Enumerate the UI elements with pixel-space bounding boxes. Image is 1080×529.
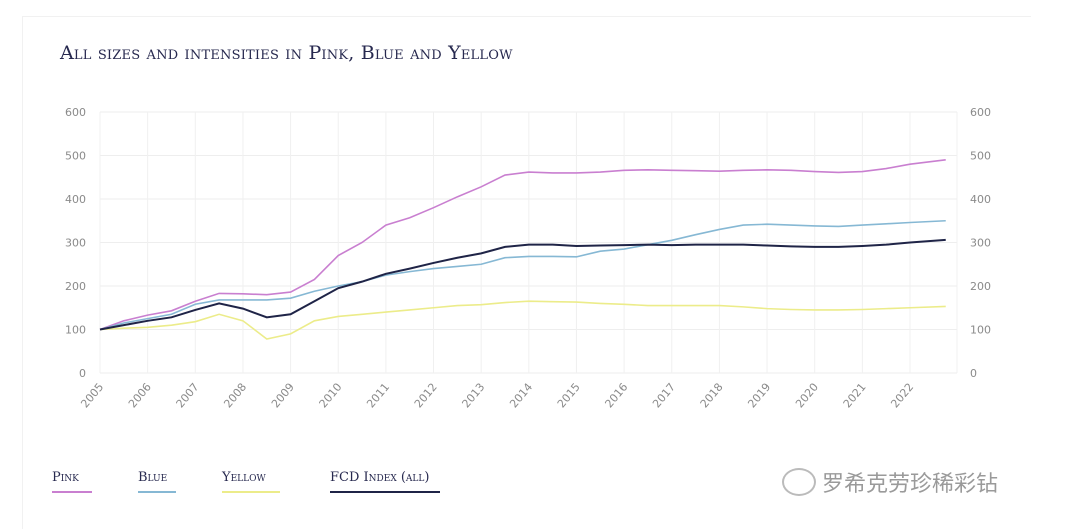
y-tick-right: 600 bbox=[970, 106, 991, 119]
chart-title: All sizes and intensities in Pink, Blue … bbox=[60, 42, 513, 64]
x-tick: 2022 bbox=[888, 381, 916, 411]
series-line-blue bbox=[99, 219, 946, 331]
y-tick-left: 200 bbox=[65, 280, 86, 293]
x-tick: 2007 bbox=[174, 381, 202, 411]
series-line-yellow bbox=[99, 300, 946, 340]
x-tick: 2010 bbox=[317, 381, 345, 411]
y-tick-right: 300 bbox=[970, 237, 991, 250]
x-tick: 2013 bbox=[460, 381, 488, 411]
legend: Pink Blue Yellow FCD Index (all) bbox=[0, 470, 600, 500]
y-tick-right: 0 bbox=[970, 367, 977, 380]
x-tick: 2005 bbox=[78, 381, 106, 411]
y-tick-left: 400 bbox=[65, 193, 86, 206]
y-tick-right: 500 bbox=[970, 150, 991, 163]
y-tick-left: 500 bbox=[65, 150, 86, 163]
legend-item[interactable]: Blue bbox=[138, 470, 176, 493]
y-tick-left: 0 bbox=[79, 367, 86, 380]
watermark-text: 罗希克劳珍稀彩钻 bbox=[822, 472, 999, 497]
y-tick-right: 200 bbox=[970, 280, 991, 293]
x-tick: 2008 bbox=[221, 381, 249, 411]
x-tick: 2021 bbox=[841, 381, 869, 411]
y-tick-left: 100 bbox=[65, 324, 86, 337]
watermark: 罗希克劳珍稀彩钻 bbox=[782, 466, 998, 498]
series-line-fcd-index-all- bbox=[99, 238, 946, 331]
y-tick-left: 600 bbox=[65, 106, 86, 119]
legend-item[interactable]: Yellow bbox=[222, 470, 280, 493]
x-tick: 2015 bbox=[555, 381, 583, 411]
legend-item[interactable]: Pink bbox=[52, 470, 92, 493]
x-tick: 2016 bbox=[602, 381, 630, 411]
x-tick: 2011 bbox=[364, 381, 392, 411]
y-tick-right: 400 bbox=[970, 193, 991, 206]
x-tick: 2012 bbox=[412, 381, 440, 411]
wechat-icon bbox=[782, 468, 816, 496]
x-tick: 2006 bbox=[126, 381, 154, 411]
y-tick-left: 300 bbox=[65, 237, 86, 250]
x-tick: 2009 bbox=[269, 381, 297, 411]
y-tick-right: 100 bbox=[970, 324, 991, 337]
x-tick: 2018 bbox=[698, 381, 726, 411]
x-tick: 2014 bbox=[507, 381, 535, 411]
legend-item[interactable]: FCD Index (all) bbox=[330, 470, 440, 493]
series-line-pink bbox=[99, 159, 946, 331]
x-tick: 2020 bbox=[793, 381, 821, 411]
x-tick: 2017 bbox=[650, 381, 678, 411]
x-tick: 2019 bbox=[745, 381, 773, 411]
